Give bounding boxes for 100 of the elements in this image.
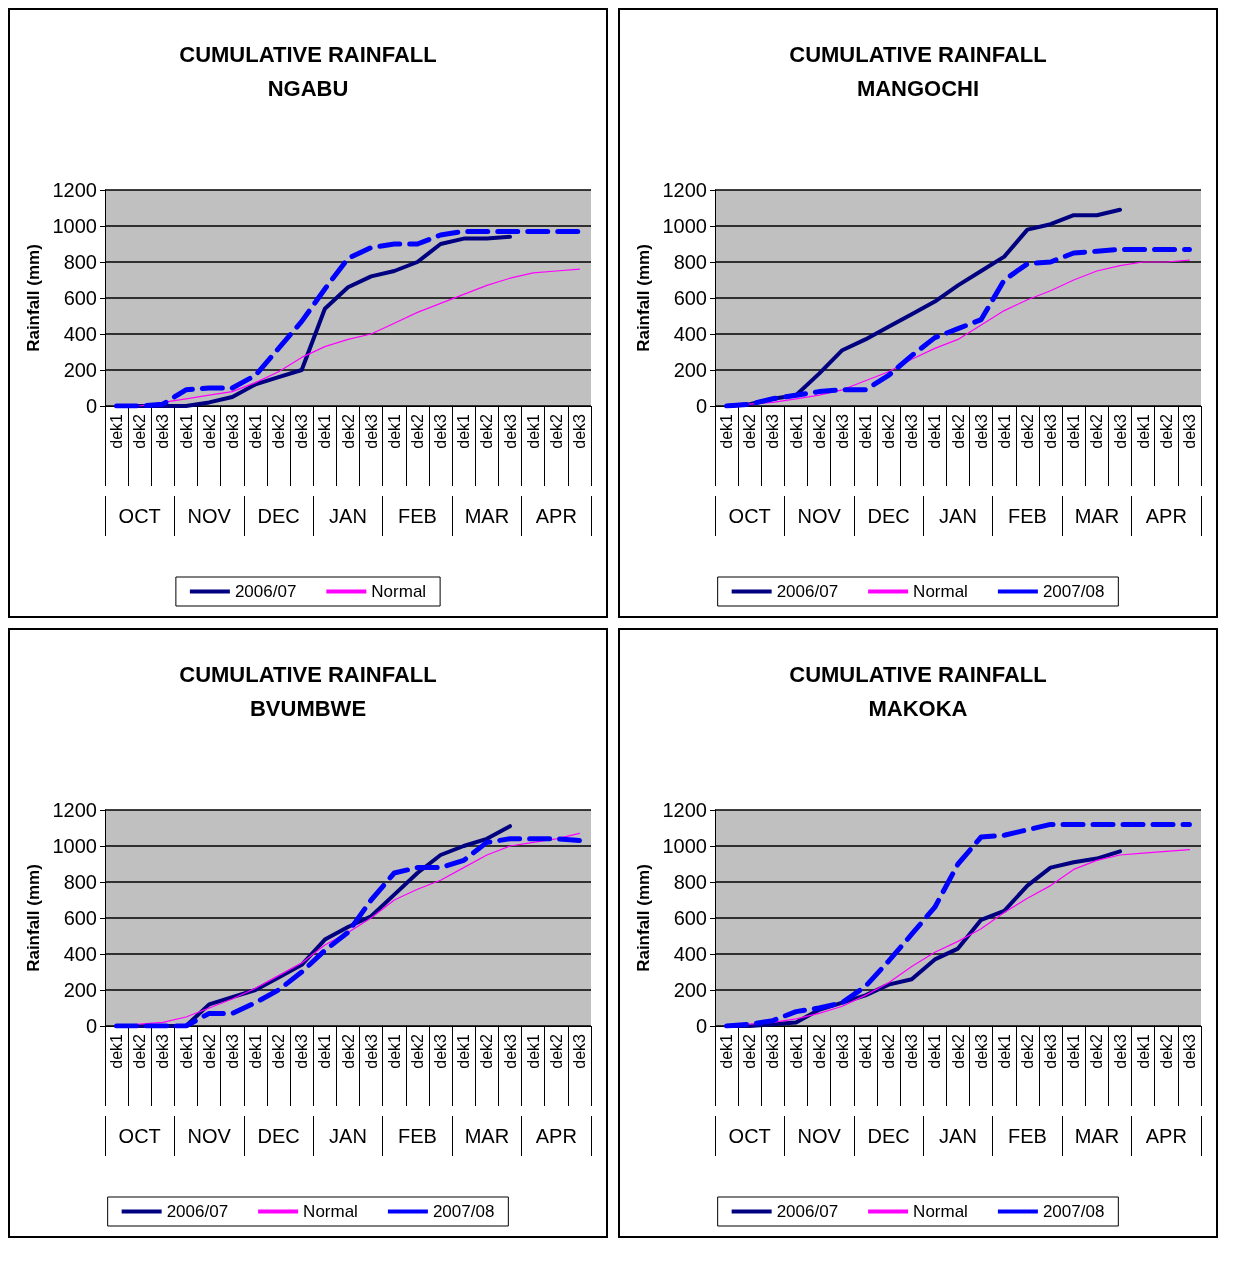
text: JAN (939, 505, 977, 527)
chart-subtitle: BVUMBWE (249, 695, 367, 721)
text: APR (1145, 505, 1187, 527)
x-tick-label: dek1 (385, 1033, 403, 1069)
text: OCT (728, 1125, 771, 1147)
x-tick-label: dek1 (524, 413, 542, 449)
x-tick-label: dek2 (741, 413, 759, 449)
text: FEB (1007, 505, 1047, 527)
x-tick-label: dek2 (200, 1033, 218, 1069)
y-tick-label: 600 (673, 907, 707, 929)
y-tick-label: 600 (63, 907, 97, 929)
x-tick-label: dek1 (455, 413, 473, 449)
x-tick-label: dek3 (972, 413, 990, 449)
legend-label: 2006/07 (776, 1202, 839, 1221)
x-tick-label: dek2 (478, 1033, 496, 1069)
x-tick-label: dek1 (995, 1033, 1013, 1069)
x-tick-label: dek1 (108, 1033, 126, 1069)
x-tick-label: dek1 (856, 1033, 874, 1069)
text: APR (535, 1125, 577, 1147)
x-tick-label: dek1 (787, 1033, 805, 1069)
x-tick-label: dek1 (995, 413, 1013, 449)
x-tick-label: dek2 (880, 413, 898, 449)
x-tick-label: dek3 (223, 413, 241, 449)
y-axis-title: Rainfall (mm) (23, 864, 43, 972)
x-tick-label: dek2 (880, 1033, 898, 1069)
x-tick-label: dek1 (1134, 413, 1152, 449)
x-tick-label: dek3 (570, 1033, 588, 1069)
x-tick-label: dek2 (1157, 1033, 1175, 1069)
x-tick-label: dek1 (1065, 413, 1083, 449)
x-tick-label: dek3 (432, 413, 450, 449)
x-tick-label: dek3 (570, 413, 588, 449)
x-tick-label: dek1 (316, 413, 334, 449)
chart-title: CUMULATIVE RAINFALL (789, 661, 1047, 687)
y-axis-title: Rainfall (mm) (633, 244, 653, 352)
x-tick-label: dek3 (362, 413, 380, 449)
y-tick-label: 400 (673, 943, 707, 965)
x-tick-label: dek1 (108, 413, 126, 449)
text: NOV (797, 505, 842, 527)
x-tick-label: dek3 (1042, 1033, 1060, 1069)
legend-label: Normal (303, 1202, 358, 1221)
y-tick-label: 1000 (662, 835, 707, 857)
x-tick-label: dek3 (432, 1033, 450, 1069)
y-tick-label: 600 (63, 287, 97, 309)
x-tick-label: dek2 (131, 1033, 149, 1069)
y-tick-label: 0 (85, 1015, 97, 1037)
y-tick-label: 1200 (52, 799, 97, 821)
x-tick-label: dek3 (833, 1033, 851, 1069)
x-tick-label: dek1 (246, 413, 264, 449)
y-tick-label: 800 (63, 251, 97, 273)
text: APR (535, 505, 577, 527)
x-tick-label: dek3 (1042, 413, 1060, 449)
x-tick-label: dek2 (810, 413, 828, 449)
x-tick-label: dek2 (131, 413, 149, 449)
x-tick-label: dek2 (408, 1033, 426, 1069)
y-tick-label: 200 (63, 979, 97, 1001)
text: FEB (397, 1125, 437, 1147)
x-tick-label: dek2 (478, 413, 496, 449)
x-tick-label: dek3 (293, 413, 311, 449)
x-tick-label: dek2 (949, 1033, 967, 1069)
chart-subtitle: MAKOKA (868, 695, 968, 721)
text: NOV (187, 505, 232, 527)
text: OCT (728, 505, 771, 527)
y-tick-label: 400 (63, 943, 97, 965)
x-tick-label: dek3 (764, 1033, 782, 1069)
x-tick-label: dek1 (787, 413, 805, 449)
x-tick-label: dek3 (833, 413, 851, 449)
y-tick-label: 800 (673, 871, 707, 893)
chart-title: CUMULATIVE RAINFALL (789, 41, 1047, 67)
text: MAR (464, 1125, 510, 1147)
y-tick-label: 200 (63, 359, 97, 381)
y-tick-label: 200 (673, 359, 707, 381)
text: DEC (867, 505, 910, 527)
x-tick-label: dek2 (270, 1033, 288, 1069)
x-tick-label: dek2 (408, 413, 426, 449)
x-tick-label: dek3 (293, 1033, 311, 1069)
legend-label: 2006/07 (776, 582, 839, 601)
x-tick-label: dek3 (903, 413, 921, 449)
text: MAR (1074, 505, 1120, 527)
legend-label: Normal (913, 1202, 968, 1221)
text: JAN (939, 1125, 977, 1147)
legend-label: Normal (371, 582, 427, 601)
x-tick-label: dek1 (177, 413, 195, 449)
x-tick-label: dek1 (316, 1033, 334, 1069)
x-tick-label: dek2 (547, 413, 565, 449)
y-tick-label: 1200 (662, 179, 707, 201)
y-tick-label: 1000 (52, 835, 97, 857)
x-tick-label: dek2 (339, 413, 357, 449)
x-tick-label: dek2 (1018, 1033, 1036, 1069)
y-tick-label: 0 (695, 395, 707, 417)
legend-label: 2007/08 (1042, 582, 1105, 601)
x-tick-label: dek1 (177, 1033, 195, 1069)
x-tick-label: dek3 (154, 413, 172, 449)
y-tick-label: 800 (673, 251, 707, 273)
legend-label: 2006/07 (166, 1202, 229, 1221)
x-tick-label: dek3 (972, 1033, 990, 1069)
chart-subtitle: MANGOCHI (856, 75, 980, 101)
text: APR (1145, 1125, 1187, 1147)
y-tick-label: 1000 (662, 215, 707, 237)
y-axis-title: Rainfall (mm) (633, 864, 653, 972)
text: NOV (797, 1125, 842, 1147)
